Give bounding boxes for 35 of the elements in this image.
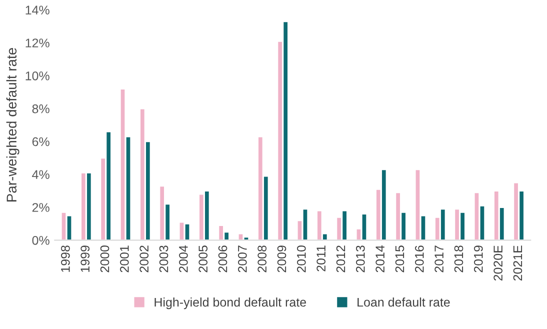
x-tick-label: 2003 xyxy=(159,246,168,272)
x-tick-label: 2016 xyxy=(414,246,424,272)
y-tick-label: 14% xyxy=(26,6,50,14)
x-tick-label: 2015 xyxy=(395,246,404,272)
x-tick-label: 2018 xyxy=(454,246,464,272)
x-tick-label: 2021E xyxy=(513,246,522,281)
x-tick-label: 2009 xyxy=(277,246,286,272)
y-tick-label: 6% xyxy=(32,137,50,146)
x-tick-label: 2000 xyxy=(100,246,110,272)
x-tick-label: 2017 xyxy=(434,246,444,272)
y-tick-label: 12% xyxy=(26,38,50,48)
y-tick-label: 2% xyxy=(32,203,50,212)
x-tick-label: 2007 xyxy=(238,246,247,272)
x-tick-label: 1999 xyxy=(80,246,90,272)
x-tick-label: 2020E xyxy=(494,246,502,281)
x-tick-label: 2014 xyxy=(376,245,384,272)
x-tick-label: 2006 xyxy=(218,246,228,272)
x-tick-label: 2005 xyxy=(198,246,208,272)
x-tick-label: 2001 xyxy=(120,246,129,272)
y-tick-label: 0% xyxy=(32,236,50,245)
legend-label: High-yield bond default rate xyxy=(154,297,306,310)
y-axis-title: Par-weighted default rate xyxy=(6,48,20,202)
x-tick-label: 2013 xyxy=(356,246,365,272)
x-tick-label: 2012 xyxy=(336,246,346,272)
x-tick-label: 2002 xyxy=(140,246,149,272)
x-tick-label: 2011 xyxy=(316,246,326,272)
y-tick-label: 8% xyxy=(32,104,50,114)
y-tick-label: 10% xyxy=(26,71,50,80)
x-tick-label: 2008 xyxy=(258,246,267,272)
legend-label: Loan default rate xyxy=(358,297,450,307)
x-tick-label: 2010 xyxy=(296,246,306,272)
x-tick-label: 2019 xyxy=(474,246,483,272)
x-tick-label: 2004 xyxy=(178,245,188,272)
y-tick-label: 4% xyxy=(32,170,50,179)
x-tick-label: 1998 xyxy=(61,246,70,272)
